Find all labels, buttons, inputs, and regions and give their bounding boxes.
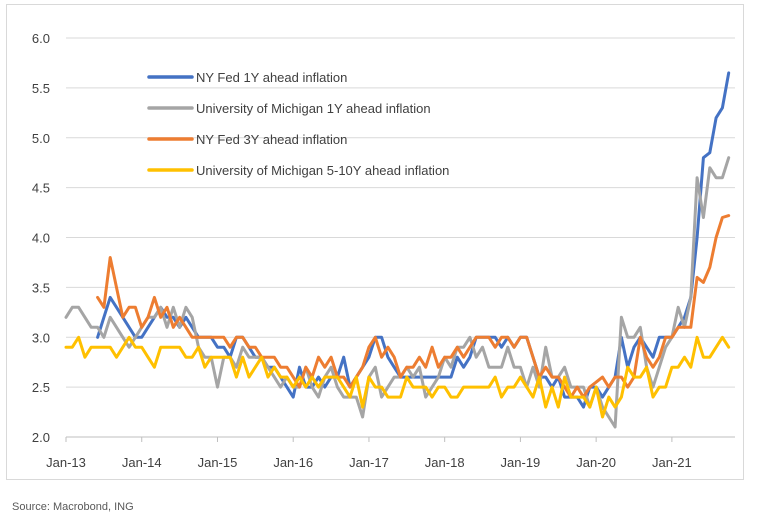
x-tick-label: Jan-21	[652, 455, 692, 470]
legend-label: University of Michigan 1Y ahead inflatio…	[196, 101, 431, 116]
y-tick-label: 4.0	[32, 231, 50, 246]
legend-label: University of Michigan 5-10Y ahead infla…	[196, 163, 449, 178]
x-tick-label: Jan-20	[576, 455, 616, 470]
series-line-4	[64, 335, 731, 419]
x-tick-label: Jan-15	[198, 455, 238, 470]
y-tick-label: 2.0	[32, 430, 50, 445]
series-line-3	[96, 214, 731, 399]
legend-label: NY Fed 3Y ahead inflation	[196, 132, 347, 147]
y-tick-label: 4.5	[32, 181, 50, 196]
y-tick-label: 5.5	[32, 81, 50, 96]
source-note: Source: Macrobond, ING	[12, 501, 134, 513]
y-tick-label: 5.0	[32, 131, 50, 146]
y-tick-label: 6.0	[32, 31, 50, 46]
y-tick-label: 3.5	[32, 280, 50, 295]
x-tick-label: Jan-18	[425, 455, 465, 470]
x-tick-label: Jan-14	[122, 455, 162, 470]
x-tick-label: Jan-19	[501, 455, 541, 470]
legend-label: NY Fed 1Y ahead inflation	[196, 70, 347, 85]
x-tick-label: Jan-13	[46, 455, 86, 470]
x-tick-label: Jan-17	[349, 455, 389, 470]
line-chart: 2.0 2.5 3.0 3.5 4.0 4.5 5.0 5.5 6.0 Jan-13 Jan-14 J…	[32, 31, 735, 470]
y-tick-label: 2.5	[32, 380, 50, 395]
series-line-2	[64, 156, 731, 429]
chart-frame	[6, 4, 744, 480]
y-tick-label: 3.0	[32, 330, 50, 345]
x-tick-label: Jan-16	[273, 455, 313, 470]
